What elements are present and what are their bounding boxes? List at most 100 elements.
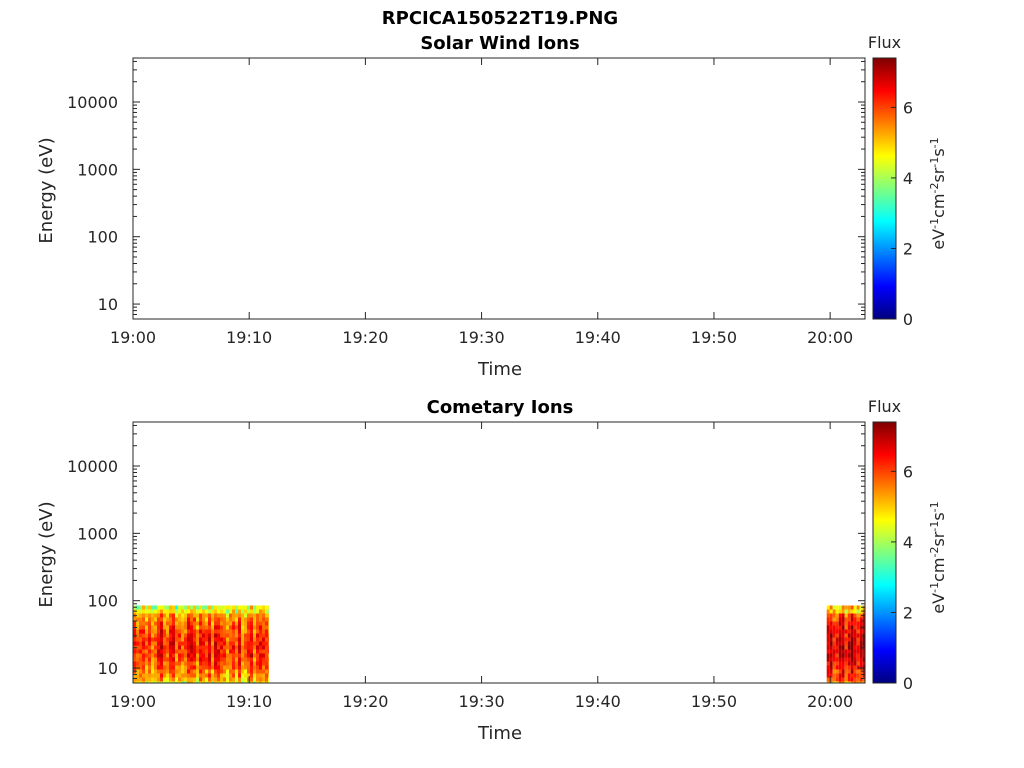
data-cell <box>220 621 223 626</box>
data-cell <box>187 617 190 622</box>
data-cell <box>235 645 238 650</box>
data-cell <box>832 645 836 650</box>
data-cell <box>850 609 854 614</box>
data-cell <box>235 609 238 614</box>
data-cell <box>862 673 865 678</box>
data-cell <box>253 645 256 650</box>
data-cell <box>181 605 184 610</box>
data-cell <box>208 669 211 674</box>
data-cell <box>238 669 241 674</box>
data-cell <box>268 629 269 634</box>
data-cell <box>139 641 142 646</box>
data-cell <box>217 609 220 614</box>
data-cell <box>247 653 250 658</box>
data-cell <box>160 661 163 666</box>
data-cell <box>178 637 181 642</box>
data-cell <box>259 613 262 618</box>
data-cell <box>835 665 839 670</box>
data-cell <box>139 613 142 618</box>
data-cell <box>181 669 184 674</box>
data-cell <box>133 637 136 642</box>
data-cell <box>232 609 235 614</box>
data-cell <box>184 653 187 658</box>
data-cell <box>214 637 217 642</box>
data-cell <box>139 633 142 638</box>
data-cell <box>178 621 181 626</box>
data-cell <box>238 617 241 622</box>
data-cell <box>208 617 211 622</box>
data-cell <box>169 649 172 654</box>
data-cell <box>196 641 199 646</box>
data-cell <box>208 609 211 614</box>
data-cell <box>175 661 178 666</box>
data-cell <box>853 637 857 642</box>
data-cell <box>247 605 250 610</box>
data-cell <box>226 621 229 626</box>
data-cell <box>265 669 268 674</box>
data-cell <box>196 649 199 654</box>
data-cell <box>199 649 202 654</box>
data-cell <box>166 621 169 626</box>
data-cell <box>163 633 166 638</box>
data-cell <box>223 669 226 674</box>
data-cell <box>208 629 211 634</box>
data-cell <box>151 677 154 682</box>
data-cell <box>829 621 833 626</box>
data-cell <box>169 657 172 662</box>
data-cell <box>253 637 256 642</box>
data-cell <box>142 613 145 618</box>
data-cell <box>223 653 226 658</box>
data-cell <box>238 633 241 638</box>
data-cell <box>856 613 860 618</box>
data-cell <box>253 677 256 682</box>
data-cell <box>163 617 166 622</box>
data-cell <box>247 621 250 626</box>
data-cell <box>238 637 241 642</box>
data-cell <box>169 637 172 642</box>
data-cell <box>205 649 208 654</box>
data-cell <box>268 633 269 638</box>
data-cell <box>184 681 187 683</box>
data-cell <box>838 625 842 630</box>
data-cell <box>133 617 136 622</box>
data-cell <box>139 673 142 678</box>
data-cell <box>250 633 253 638</box>
data-cell <box>244 657 247 662</box>
data-cell <box>838 649 842 654</box>
data-cell <box>223 657 226 662</box>
data-cell <box>829 625 833 630</box>
data-cell <box>211 617 214 622</box>
data-cell <box>259 609 262 614</box>
data-cell <box>862 653 865 658</box>
data-cell <box>190 609 193 614</box>
data-cell <box>205 673 208 678</box>
data-cell <box>250 653 253 658</box>
data-cell <box>832 661 836 666</box>
data-cell <box>166 609 169 614</box>
data-cell <box>223 613 226 618</box>
data-cell <box>835 621 839 626</box>
data-cell <box>853 613 857 618</box>
data-cell <box>178 613 181 618</box>
data-cell <box>253 653 256 658</box>
data-cell <box>142 625 145 630</box>
data-cell <box>235 661 238 666</box>
data-cell <box>163 609 166 614</box>
data-cell <box>235 605 238 610</box>
data-cell <box>145 641 148 646</box>
data-cell <box>196 609 199 614</box>
data-cell <box>211 605 214 610</box>
data-cell <box>856 629 860 634</box>
y-tick-label: 100 <box>87 228 118 247</box>
data-cell <box>853 649 857 654</box>
data-cell <box>220 653 223 658</box>
data-cell <box>148 633 151 638</box>
data-cell <box>232 641 235 646</box>
data-cell <box>244 629 247 634</box>
data-cell <box>268 613 269 618</box>
data-cell <box>184 617 187 622</box>
data-cell <box>850 641 854 646</box>
data-cell <box>235 669 238 674</box>
data-cell <box>238 613 241 618</box>
data-cell <box>160 613 163 618</box>
